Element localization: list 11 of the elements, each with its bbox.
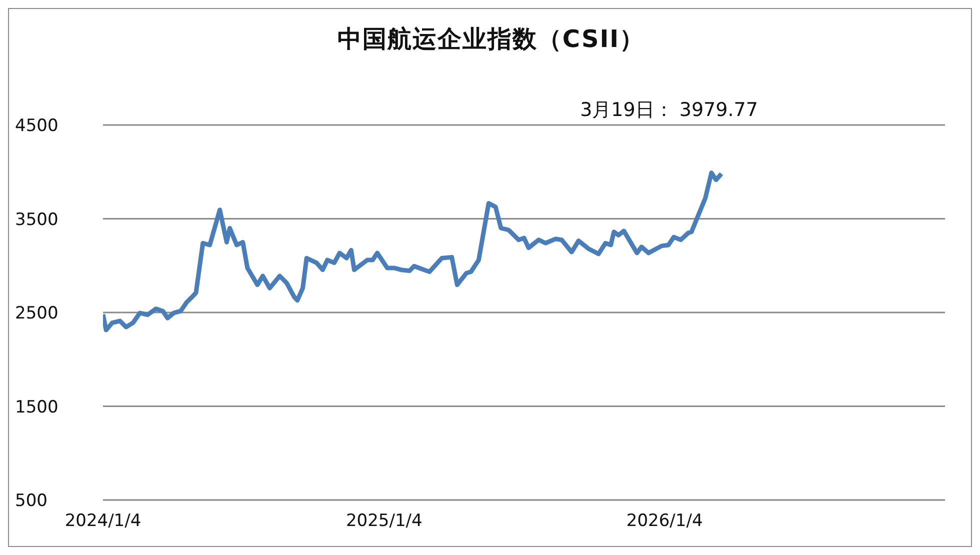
x-tick-label: 2024/1/4 — [64, 511, 142, 531]
x-tick-label: 2025/1/4 — [346, 511, 422, 531]
chart-title: 中国航运企业指数（CSII） — [336, 24, 646, 55]
y-tick-label: 500 — [15, 491, 48, 511]
y-tick-label: 3500 — [15, 210, 58, 230]
y-tick-label: 1500 — [15, 397, 58, 418]
text: 3月19日： 3979.77 — [579, 98, 759, 123]
y-tick-label: 2500 — [15, 304, 58, 324]
x-tick-label: 2026/1/4 — [626, 511, 703, 531]
y-tick-label: 4500 — [15, 116, 58, 136]
line-series — [103, 170, 724, 332]
